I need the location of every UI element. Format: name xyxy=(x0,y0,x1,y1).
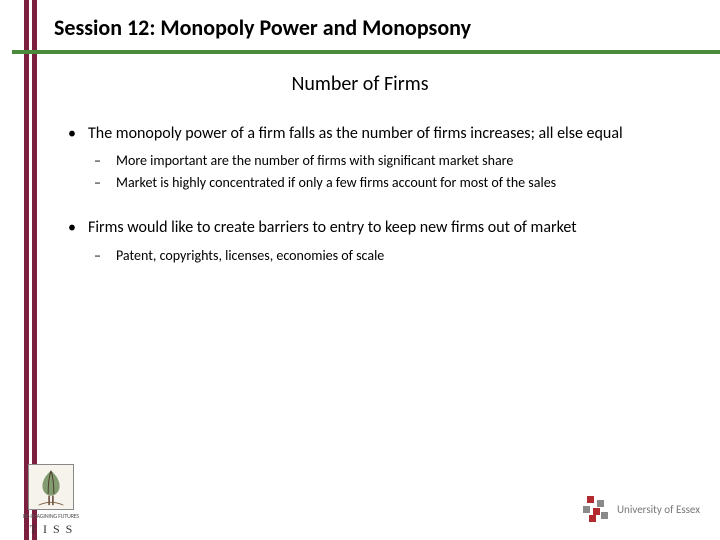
bullet-item: Firms would like to create barriers to e… xyxy=(64,218,690,264)
sub-bullet-list: Patent, copyrights, licenses, economies … xyxy=(88,247,690,265)
slide-title: Session 12: Monopoly Power and Monopsony xyxy=(54,14,471,41)
essex-mark-icon xyxy=(583,496,609,522)
sub-bullet-list: More important are the number of firms w… xyxy=(88,152,690,192)
sub-bullet-item: More important are the number of firms w… xyxy=(88,152,690,170)
bullet-text: The monopoly power of a firm falls as th… xyxy=(88,124,623,143)
slide-title-block: Session 12: Monopoly Power and Monopsony xyxy=(54,14,471,41)
tiss-tree-icon xyxy=(28,464,74,510)
tiss-tagline: RE-IMAGINING FUTURES xyxy=(10,512,92,520)
bullet-item: The monopoly power of a firm falls as th… xyxy=(64,124,690,192)
essex-label: University of Essex xyxy=(617,503,700,516)
sub-bullet-item: Market is highly concentrated if only a … xyxy=(88,174,690,192)
sub-bullet-item: Patent, copyrights, licenses, economies … xyxy=(88,247,690,265)
bullet-text: Firms would like to create barriers to e… xyxy=(88,218,577,237)
slide-subtitle: Number of Firms xyxy=(0,72,720,96)
title-underline-rule xyxy=(12,50,720,54)
bullet-list: The monopoly power of a firm falls as th… xyxy=(64,124,690,265)
tiss-wordmark: TISS xyxy=(10,522,92,537)
tiss-logo: RE-IMAGINING FUTURES TISS xyxy=(10,464,92,534)
essex-logo: University of Essex xyxy=(583,496,700,522)
slide-body: The monopoly power of a firm falls as th… xyxy=(64,124,690,291)
